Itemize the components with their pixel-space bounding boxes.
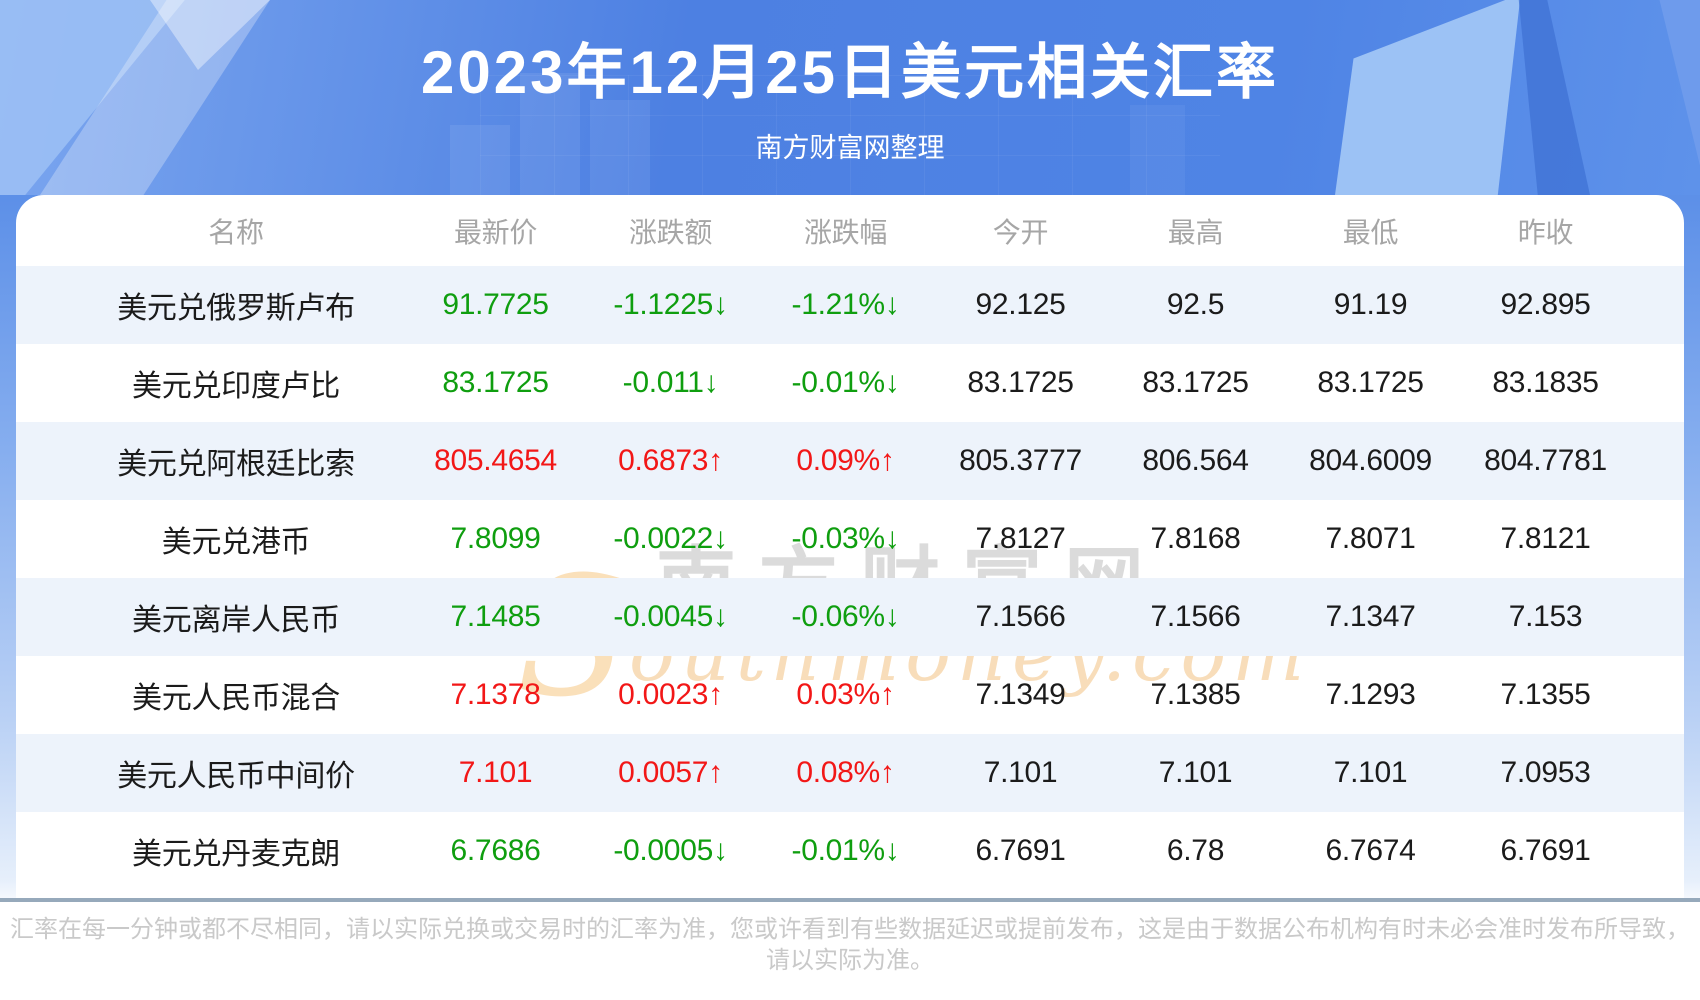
high-price: 7.101 [1158,756,1233,789]
open-price: 92.125 [975,288,1066,321]
change-percent: -0.03%↓ [791,522,900,555]
low-price: 83.1725 [1317,366,1424,399]
low-price: 7.8071 [1325,522,1416,555]
prev-close: 804.7781 [1484,444,1607,477]
latest-price: 7.101 [458,756,533,789]
table-header: 名称 最新价 涨跌额 涨跌幅 今开 最高 最低 昨收 [16,195,1684,266]
low-price: 7.101 [1333,756,1408,789]
change-percent: -1.21%↓ [791,288,900,321]
banner-decor-grid [480,75,1220,195]
change-amount: 0.0057↑ [618,756,723,789]
change-amount: -0.0045↓ [613,600,728,633]
banner-decor-bar [590,100,650,195]
table-row: 美元人民币中间价 7.101 0.0057↑ 0.08%↑ 7.101 7.10… [16,734,1684,812]
change-amount: -0.011↓ [622,366,719,399]
change-amount: -0.0022↓ [613,522,728,555]
latest-price: 91.7725 [442,288,549,321]
latest-price: 7.1378 [450,678,541,711]
currency-pair-name: 美元兑阿根廷比索 [117,448,355,481]
high-price: 806.564 [1142,444,1249,477]
open-price: 7.1349 [975,678,1066,711]
page-title: 2023年12月25日美元相关汇率 [421,39,1279,106]
high-price: 7.1385 [1150,678,1241,711]
latest-price: 6.7686 [450,834,541,867]
banner-decor-bar [450,125,510,195]
col-change: 涨跌额 [628,216,713,248]
disclaimer-line-2: 请以实际为准。 [766,947,934,974]
banner: 2023年12月25日美元相关汇率 南方财富网整理 [0,0,1700,195]
currency-pair-name: 美元离岸人民币 [132,604,340,637]
prev-close: 6.7691 [1500,834,1591,867]
low-price: 6.7674 [1325,834,1416,867]
low-price: 804.6009 [1309,444,1432,477]
table-row: 美元离岸人民币 7.1485 -0.0045↓ -0.06%↓ 7.1566 7… [16,578,1684,656]
latest-price: 805.4654 [434,444,557,477]
prev-close: 7.153 [1508,600,1583,633]
col-open: 今开 [992,216,1049,248]
prev-close: 7.1355 [1500,678,1591,711]
change-percent: 0.09%↑ [796,444,895,477]
low-price: 91.19 [1333,288,1408,321]
currency-pair-name: 美元兑港币 [161,526,311,559]
change-amount: -0.0005↓ [613,834,728,867]
latest-price: 7.8099 [450,522,541,555]
currency-pair-name: 美元人民币混合 [132,682,340,715]
table-row: 美元人民币混合 7.1378 0.0023↑ 0.03%↑ 7.1349 7.1… [16,656,1684,734]
latest-price: 7.1485 [450,600,541,633]
divider [0,898,1700,902]
table-row: 美元兑港币 7.8099 -0.0022↓ -0.03%↓ 7.8127 7.8… [16,500,1684,578]
high-price: 7.8168 [1150,522,1241,555]
table-body: 美元兑俄罗斯卢布 91.7725 -1.1225↓ -1.21%↓ 92.125… [16,266,1684,890]
col-prev: 昨收 [1517,216,1574,248]
high-price: 83.1725 [1142,366,1249,399]
latest-price: 83.1725 [442,366,549,399]
currency-pair-name: 美元兑丹麦克朗 [132,838,340,871]
currency-pair-name: 美元人民币中间价 [117,760,355,793]
col-name: 名称 [208,216,264,248]
currency-pair-name: 美元兑印度卢比 [132,370,340,403]
col-low: 最低 [1342,216,1399,248]
disclaimer-line-1: 汇率在每一分钟或都不尽相同，请以实际兑换或交易时的汇率为准，您或许看到有些数据延… [10,916,1690,943]
table-row: 美元兑印度卢比 83.1725 -0.011↓ -0.01%↓ 83.1725 … [16,344,1684,422]
currency-pair-name: 美元兑俄罗斯卢布 [117,292,355,325]
low-price: 7.1293 [1325,678,1416,711]
change-amount: 0.0023↑ [618,678,723,711]
banner-decor-bar [1130,105,1185,195]
banner-decor-bar [520,73,580,195]
change-amount: 0.6873↑ [618,444,723,477]
prev-close: 7.0953 [1500,756,1591,789]
change-percent: 0.08%↑ [796,756,895,789]
prev-close: 7.8121 [1500,522,1591,555]
change-percent: -0.01%↓ [791,366,900,399]
low-price: 7.1347 [1325,600,1416,633]
change-percent: -0.01%↓ [791,834,900,867]
open-price: 7.101 [983,756,1058,789]
change-percent: 0.03%↑ [796,678,895,711]
footer-disclaimer: 汇率在每一分钟或都不尽相同，请以实际兑换或交易时的汇率为准，您或许看到有些数据延… [0,902,1700,1000]
col-high: 最高 [1167,216,1224,248]
table-row: 美元兑阿根廷比索 805.4654 0.6873↑ 0.09%↑ 805.377… [16,422,1684,500]
open-price: 805.3777 [959,444,1082,477]
banner-subtitle: 南方财富网整理 [755,133,945,163]
high-price: 7.1566 [1150,600,1241,633]
open-price: 83.1725 [967,366,1074,399]
col-pct: 涨跌幅 [803,216,888,248]
high-price: 6.78 [1166,834,1225,867]
table-row: 美元兑俄罗斯卢布 91.7725 -1.1225↓ -1.21%↓ 92.125… [16,266,1684,344]
prev-close: 83.1835 [1492,366,1599,399]
open-price: 7.1566 [975,600,1066,633]
open-price: 7.8127 [975,522,1066,555]
rates-card: 南方财富网 Southmoney.com 名称 最新价 涨跌额 涨跌幅 今开 最… [16,195,1684,898]
change-amount: -1.1225↓ [613,288,728,321]
open-price: 6.7691 [975,834,1066,867]
change-percent: -0.06%↓ [791,600,900,633]
table-row: 美元兑丹麦克朗 6.7686 -0.0005↓ -0.01%↓ 6.7691 6… [16,812,1684,890]
col-last: 最新价 [453,216,538,248]
prev-close: 92.895 [1500,288,1591,321]
high-price: 92.5 [1166,288,1225,321]
